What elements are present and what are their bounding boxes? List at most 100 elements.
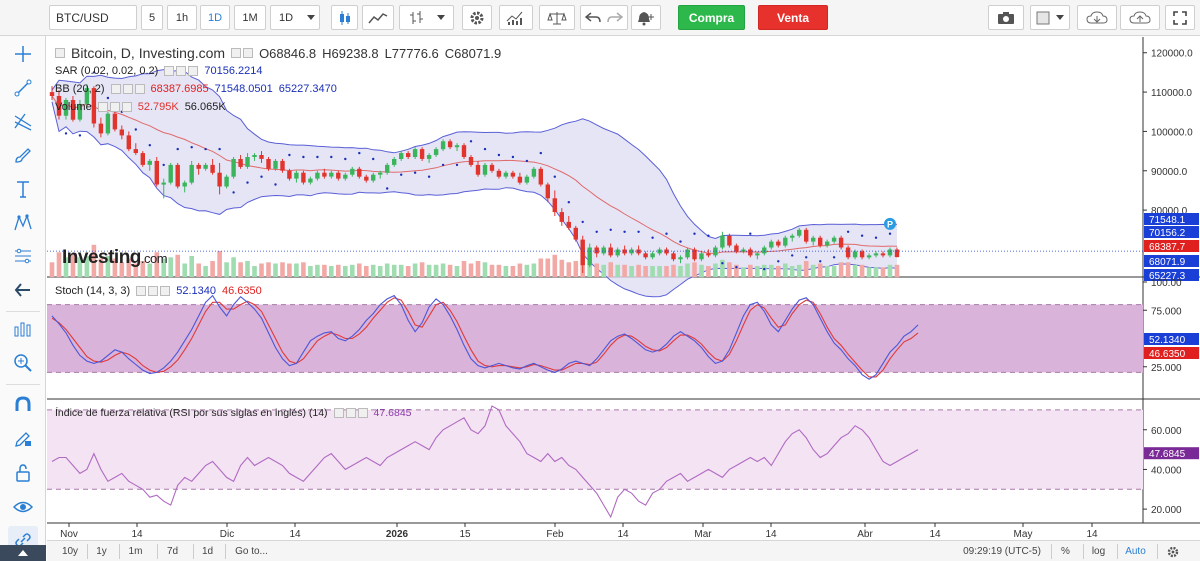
volume-action-icons[interactable] <box>97 102 132 112</box>
candle-body <box>77 103 83 120</box>
range-1m-button[interactable]: 1m <box>119 544 151 559</box>
brush-tool[interactable] <box>8 141 38 169</box>
area-style-button[interactable] <box>362 5 394 30</box>
candle-body <box>741 249 746 252</box>
bb-action-icons[interactable] <box>110 84 145 94</box>
pattern-tool[interactable] <box>8 209 38 237</box>
candles-style-button[interactable] <box>331 5 358 30</box>
measure-tool[interactable] <box>8 242 38 270</box>
indicators-button[interactable] <box>499 5 533 30</box>
candle-body <box>175 164 180 187</box>
sidebar-collapse-button[interactable] <box>0 545 46 561</box>
goto-button[interactable]: Go to... <box>225 544 277 559</box>
chart-canvas[interactable]: P120000.0110000.0100000.090000.080000.07… <box>47 37 1200 540</box>
snapshot-button[interactable] <box>988 5 1024 30</box>
ohlc-bars-icon <box>409 10 423 24</box>
pitchfork-tool[interactable] <box>8 108 38 136</box>
visibility-tool[interactable] <box>8 493 38 521</box>
sell-button[interactable]: Venta <box>758 5 828 30</box>
candle-body <box>294 172 299 179</box>
percent-toggle[interactable]: % <box>1051 544 1079 559</box>
lock-drawings-tool[interactable] <box>8 425 38 453</box>
settings-button[interactable] <box>462 5 492 30</box>
auto-scale-toggle[interactable]: Auto <box>1117 544 1153 559</box>
volume-bar <box>98 258 104 277</box>
crosshair-tool[interactable] <box>8 40 38 68</box>
time-tick-label: Dic <box>220 529 234 540</box>
sar-dot <box>483 147 487 151</box>
alert-button[interactable] <box>631 5 661 30</box>
legend-toggle-icons[interactable] <box>55 48 65 58</box>
price-tag-label: 68071.9 <box>1149 257 1186 268</box>
sar-dot <box>651 236 654 239</box>
sar-dot <box>204 147 207 151</box>
volume-bar <box>817 263 823 277</box>
bottom-bar: 10y 1y 1m 7d 1d Go to... 09:29:19 (UTC-5… <box>47 540 1200 561</box>
interval-1m-button[interactable]: 1M <box>234 5 266 30</box>
bars-icon <box>14 322 31 337</box>
undo-icon[interactable] <box>585 11 601 25</box>
interval-1h-button[interactable]: 1h <box>167 5 197 30</box>
log-toggle[interactable]: log <box>1083 544 1113 559</box>
magnet-tool[interactable] <box>8 391 38 419</box>
trend-line-tool[interactable] <box>8 74 38 102</box>
indicators-icon <box>506 11 523 25</box>
volume-bar <box>699 264 704 278</box>
sar-dot <box>665 232 668 235</box>
volume-bar <box>622 264 627 278</box>
redo-icon[interactable] <box>607 11 623 25</box>
candle-body <box>357 168 362 177</box>
back-arrow-tool[interactable] <box>8 276 38 304</box>
legend-action-icons[interactable] <box>231 48 254 58</box>
volume-bar <box>468 263 474 277</box>
interval-5-button[interactable]: 5 <box>141 5 163 30</box>
color-theme-dropdown[interactable] <box>1030 5 1070 30</box>
range-7d-button[interactable]: 7d <box>157 544 187 559</box>
candle-body <box>671 253 676 260</box>
candle-body <box>231 159 236 177</box>
candle-body <box>273 160 278 169</box>
volume-bar <box>203 266 208 277</box>
sar-dot <box>539 151 542 155</box>
candle-body <box>790 235 795 238</box>
range-1y-button[interactable]: 1y <box>87 544 115 559</box>
sar-dot <box>832 256 836 259</box>
stoch-tick-label: 25.000 <box>1151 363 1182 374</box>
cloud-upload-button[interactable] <box>1120 5 1160 30</box>
lock-tool[interactable] <box>8 459 38 487</box>
chart-settings-button[interactable] <box>1157 544 1187 559</box>
candle-body <box>315 172 320 179</box>
compare-button[interactable] <box>539 5 575 30</box>
candle-body <box>371 174 376 181</box>
symbol-input[interactable]: BTC/USD <box>49 5 137 30</box>
bell-plus-icon <box>638 11 654 25</box>
candle-body <box>378 172 383 175</box>
cloud-download-button[interactable] <box>1077 5 1117 30</box>
volume-bar <box>601 264 606 278</box>
interval-1d-button[interactable]: 1D <box>200 5 230 30</box>
sidebar-divider <box>6 311 40 312</box>
chart-area[interactable]: P 120000.0 110000.0 100000.0 90000.0 80000.0 7… <box>47 37 1200 540</box>
interval-dropdown[interactable]: 1D <box>270 5 320 30</box>
text-tool[interactable] <box>8 175 38 203</box>
bar-style-dropdown[interactable] <box>399 5 454 30</box>
sar-dot <box>148 144 151 147</box>
fullscreen-button[interactable] <box>1165 5 1195 30</box>
stoch-action-icons[interactable] <box>136 286 171 296</box>
icons-tool[interactable] <box>8 315 38 343</box>
volume-bar <box>748 264 753 278</box>
range-1d-button[interactable]: 1d <box>193 544 221 559</box>
candle-body <box>482 164 488 175</box>
price-tick-label: 120000.0 <box>1151 49 1193 60</box>
expand-icon <box>1173 10 1187 25</box>
bb-mid-value: 68387.6985 <box>150 83 209 95</box>
range-10y-button[interactable]: 10y <box>61 546 79 557</box>
candle-body <box>496 170 502 177</box>
volume-bar <box>482 262 488 278</box>
volume-bar <box>789 266 795 277</box>
rsi-action-icons[interactable] <box>333 408 368 418</box>
stoch-label: Stoch (14, 3, 3) <box>55 285 131 297</box>
buy-button[interactable]: Compra <box>678 5 745 30</box>
sar-action-icons[interactable] <box>164 66 199 76</box>
zoom-tool[interactable] <box>8 349 38 377</box>
